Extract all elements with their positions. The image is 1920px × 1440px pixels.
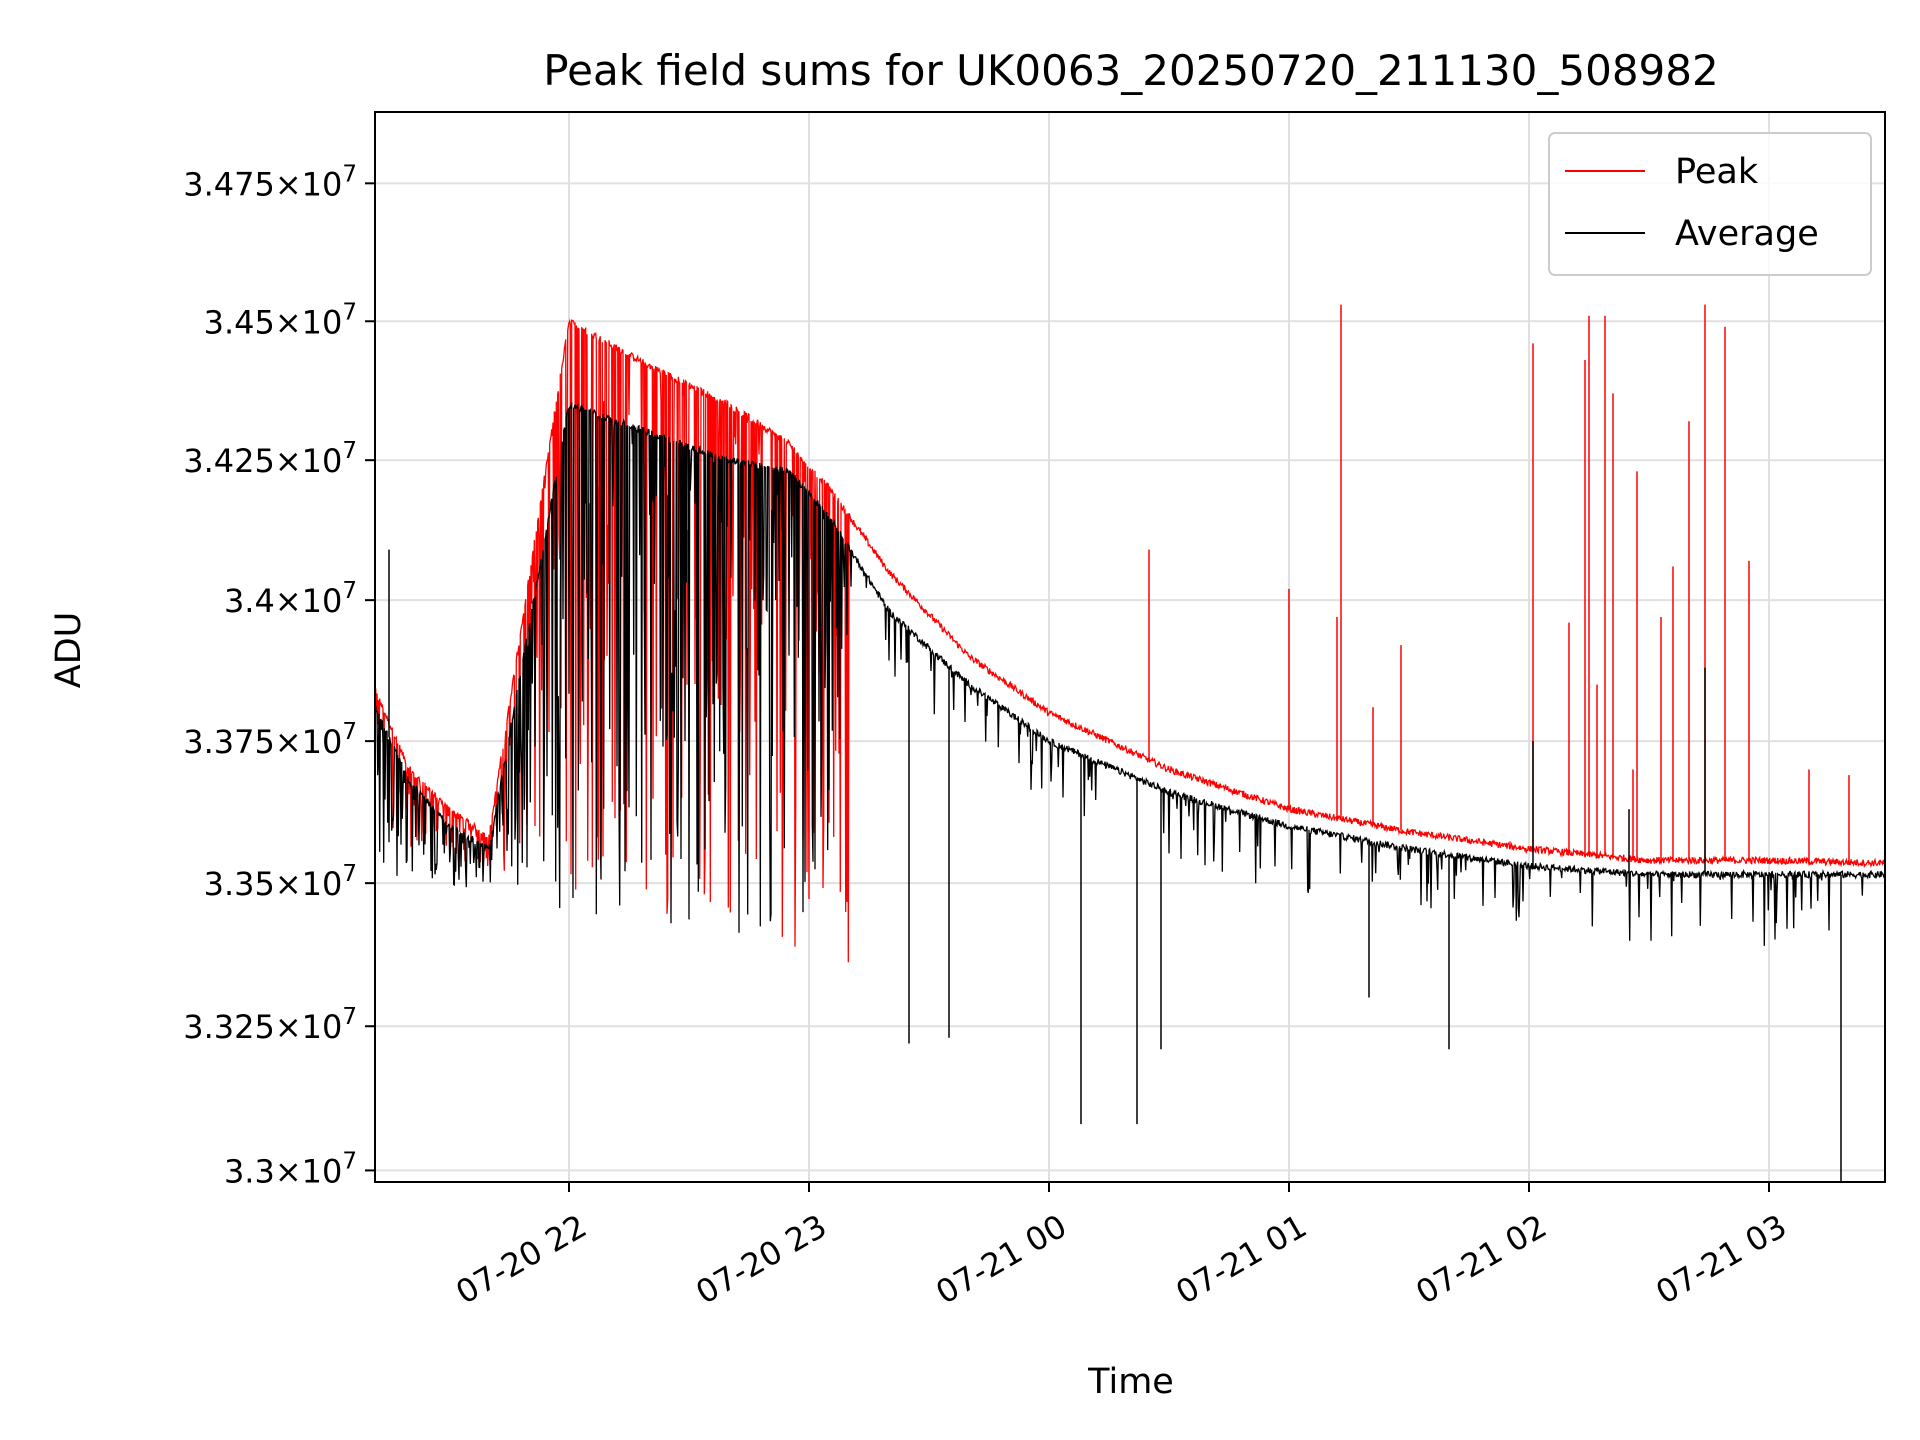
chart-title: Peak field sums for UK0063_20250720_2111… bbox=[543, 46, 1718, 95]
legend-box bbox=[1548, 132, 1872, 276]
y-tick-label: 3.3×107 bbox=[224, 1148, 357, 1190]
legend-label-peak: Peak bbox=[1675, 152, 1759, 192]
plot-frame bbox=[374, 111, 1886, 1183]
legend: Peak Average bbox=[1548, 132, 1872, 276]
y-tick-label: 3.45×107 bbox=[204, 299, 357, 341]
y-tick-label: 3.325×107 bbox=[183, 1004, 357, 1046]
plot-area bbox=[375, 304, 1885, 1182]
series-average bbox=[375, 402, 1885, 1182]
y-tick-label: 3.4×107 bbox=[224, 578, 357, 620]
series-line-average bbox=[375, 402, 1885, 946]
series-peak bbox=[375, 304, 1885, 963]
y-tick-label: 3.475×107 bbox=[183, 161, 357, 203]
y-tick-label: 3.425×107 bbox=[183, 438, 357, 480]
y-axis-label: ADU bbox=[49, 612, 89, 689]
y-tick-label: 3.375×107 bbox=[183, 719, 357, 761]
grid-lines bbox=[375, 112, 1885, 1182]
legend-label-average: Average bbox=[1675, 214, 1819, 254]
y-tick-label: 3.35×107 bbox=[204, 861, 357, 903]
series-layer bbox=[375, 304, 1885, 1182]
x-axis-label: Time bbox=[1087, 1362, 1174, 1402]
